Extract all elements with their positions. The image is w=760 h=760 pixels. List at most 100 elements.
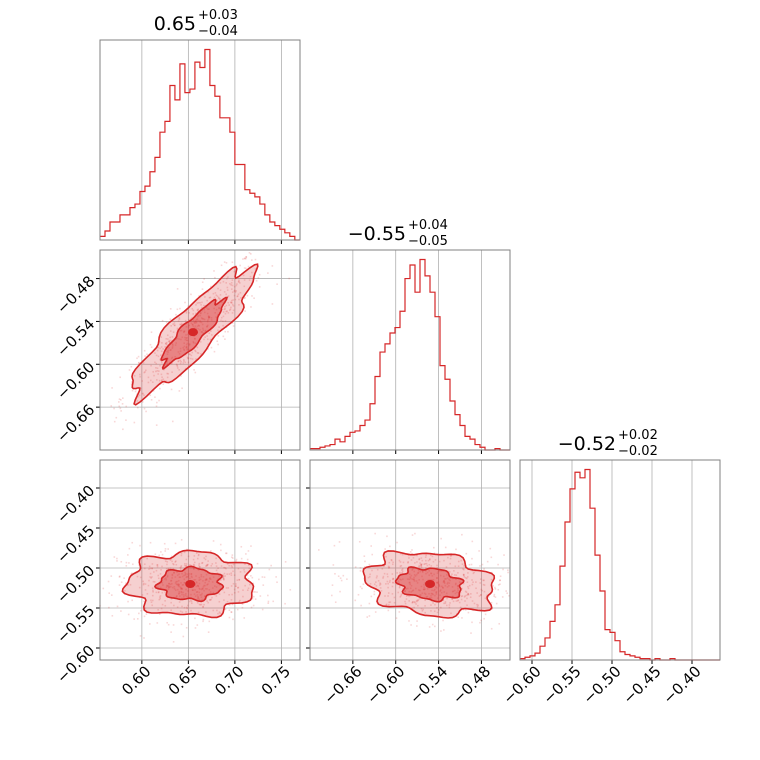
sample-point: [431, 579, 434, 582]
sample-point: [190, 609, 192, 612]
sample-point: [203, 318, 206, 321]
sample-point: [183, 360, 185, 362]
sample-point: [175, 580, 177, 583]
sample-point: [254, 598, 257, 600]
sample-point: [416, 599, 419, 602]
sample-point: [250, 606, 253, 609]
sample-point: [198, 325, 201, 327]
sample-point: [179, 586, 182, 589]
sample-point: [391, 573, 394, 575]
sample-point: [231, 322, 234, 324]
sample-point: [173, 563, 175, 566]
sample-point: [179, 323, 181, 326]
sample-point: [427, 579, 430, 581]
sample-point: [226, 563, 229, 565]
sample-point: [449, 557, 452, 560]
sample-point: [211, 596, 213, 599]
sample-point: [466, 604, 468, 607]
sample-point: [434, 594, 436, 597]
sample-point: [149, 576, 151, 578]
sample-point: [383, 565, 385, 567]
sample-point: [169, 318, 172, 321]
sample-point: [362, 583, 365, 586]
sample-point: [234, 291, 237, 293]
sample-point: [159, 358, 161, 361]
sample-point: [210, 598, 212, 601]
sample-point: [175, 342, 178, 344]
sample-point: [218, 297, 220, 300]
sample-point: [197, 596, 200, 599]
sample-point: [389, 545, 391, 548]
sample-point: [116, 560, 118, 562]
sample-point: [176, 365, 179, 368]
sample-point: [187, 349, 189, 351]
sample-point: [184, 336, 186, 339]
sample-point: [176, 327, 179, 330]
sample-point: [182, 584, 185, 586]
sample-point: [410, 584, 413, 587]
sample-point: [230, 599, 233, 601]
sample-point: [171, 371, 173, 373]
sample-point: [118, 576, 121, 578]
sample-point: [143, 349, 146, 352]
sample-point: [464, 595, 466, 597]
sample-point: [375, 576, 378, 579]
sample-point: [165, 568, 168, 570]
sample-point: [118, 575, 121, 578]
sample-point: [245, 553, 247, 555]
y-tick-label: −0.66: [53, 401, 98, 446]
sample-point: [407, 554, 410, 557]
sample-point: [111, 387, 113, 389]
sample-point: [417, 572, 419, 574]
sample-point: [423, 588, 425, 591]
sample-point: [174, 561, 177, 563]
sample-point: [209, 599, 212, 601]
sample-point: [167, 349, 170, 352]
sample-point: [220, 264, 223, 267]
sample-point: [494, 588, 497, 590]
sample-point: [340, 579, 343, 582]
sample-point: [149, 567, 152, 570]
sample-point: [185, 310, 188, 313]
sample-point: [374, 611, 377, 613]
sample-point: [170, 357, 173, 360]
sample-point: [415, 580, 418, 582]
sample-point: [238, 304, 240, 306]
sample-point: [382, 577, 384, 579]
sample-point: [449, 602, 451, 604]
sample-point: [455, 574, 458, 576]
sample-point: [102, 587, 105, 590]
sample-point: [246, 589, 249, 592]
sample-point: [179, 359, 182, 362]
sample-point: [416, 620, 418, 622]
sample-point: [182, 594, 185, 596]
sample-point: [179, 347, 182, 350]
sample-point: [420, 564, 423, 567]
sample-point: [180, 582, 182, 584]
sample-point: [237, 591, 240, 593]
sample-point: [182, 362, 185, 364]
y-tick-label: −0.60: [53, 358, 98, 403]
sample-point: [211, 581, 214, 583]
sample-point: [181, 593, 183, 596]
panel-title-value: −0.52: [558, 433, 616, 455]
sample-point: [189, 343, 191, 346]
sample-point: [195, 358, 197, 360]
sample-point: [208, 620, 211, 623]
sample-point: [425, 572, 427, 575]
sample-point: [138, 612, 140, 615]
sample-point: [182, 635, 185, 638]
sample-point: [198, 579, 201, 581]
sample-point: [218, 600, 221, 603]
sample-point: [424, 582, 426, 584]
sample-point: [178, 592, 181, 594]
sample-point: [432, 560, 435, 563]
sample-point: [439, 590, 441, 592]
sample-point: [212, 292, 215, 295]
sample-point: [139, 373, 141, 376]
sample-point: [215, 316, 217, 318]
sample-point: [152, 389, 155, 392]
sample-point: [125, 582, 127, 585]
sample-point: [430, 579, 433, 581]
axes-frame: [99, 459, 301, 661]
